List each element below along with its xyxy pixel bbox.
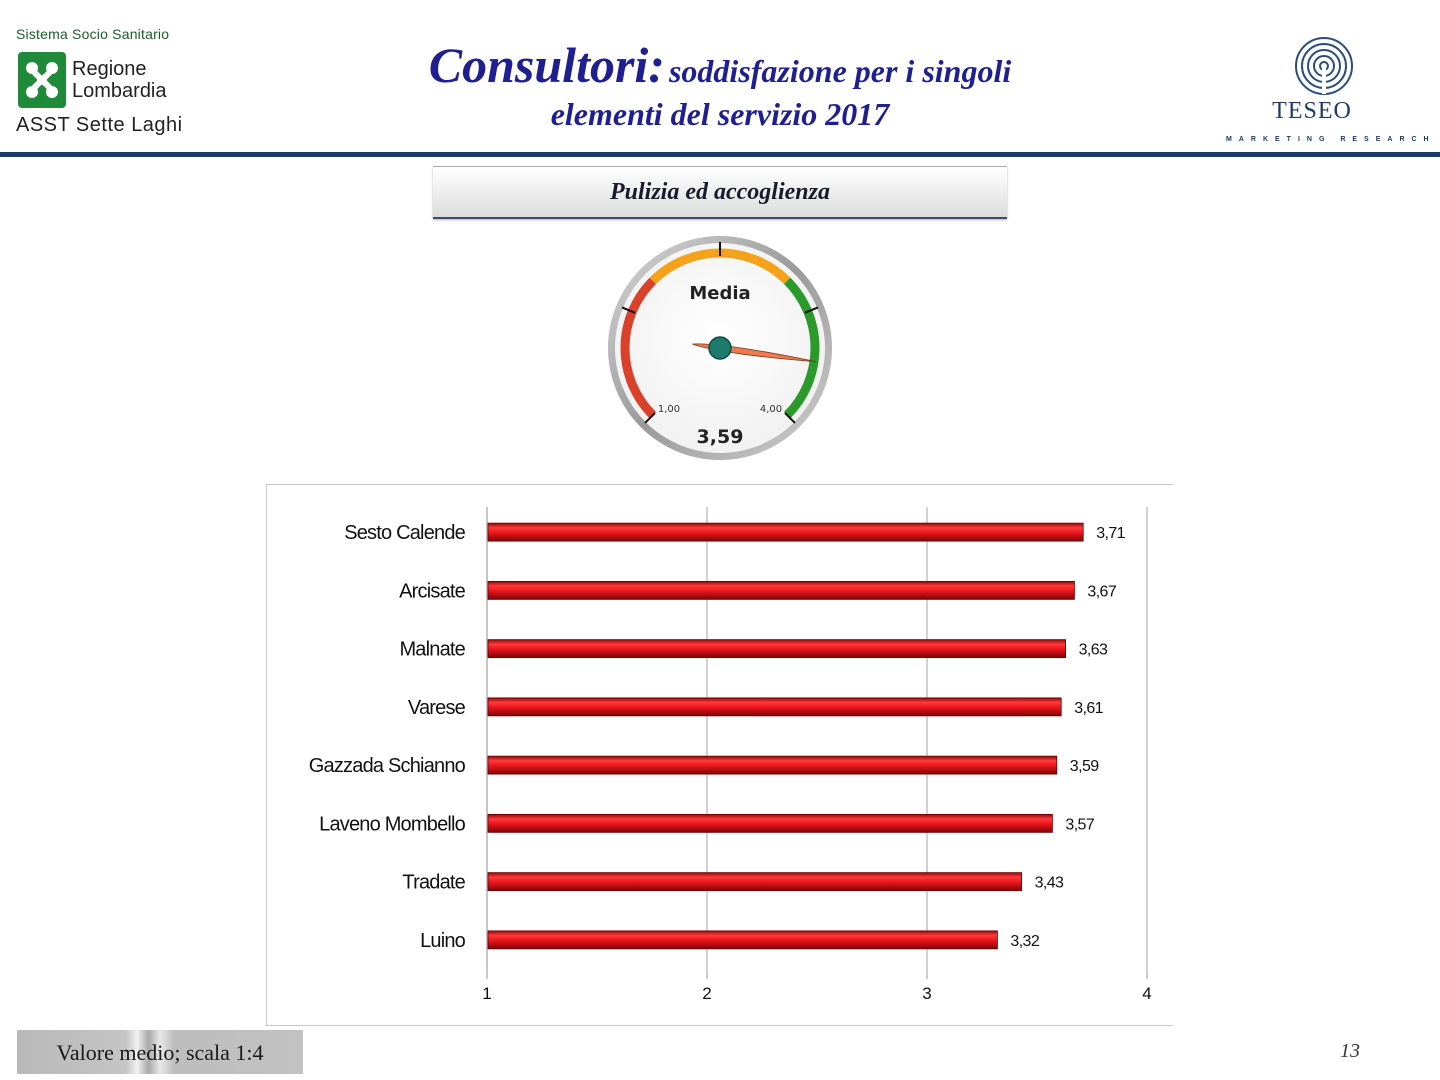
header-divider — [0, 152, 1440, 157]
data-label: 3,61 — [1074, 700, 1103, 717]
gauge-min-label: 1,00 — [658, 404, 680, 415]
category-label: Tradate — [402, 872, 465, 894]
footer-note: Valore medio; scala 1:4 — [17, 1030, 303, 1074]
data-label: 3,67 — [1087, 583, 1116, 600]
page-title: Consultori: soddisfazione per i singoli … — [300, 36, 1140, 133]
category-label: Varese — [408, 697, 466, 719]
gauge-tick — [784, 412, 796, 424]
category-label: Luino — [420, 930, 466, 952]
category-label: Malnate — [399, 639, 465, 661]
bar — [487, 813, 1053, 833]
category-label: Arcisate — [399, 580, 466, 602]
bar — [487, 930, 998, 950]
brand-tagline: MARKETING RESEARCH — [1226, 136, 1436, 143]
regione-lombardia-icon — [18, 52, 66, 108]
category-label: Gazzada Schianno — [309, 755, 466, 777]
bar — [487, 697, 1062, 717]
org-region: Regione Lombardia — [72, 58, 167, 102]
bar — [487, 872, 1022, 892]
gauge-arc-low — [620, 277, 657, 419]
x-tick-label: 4 — [1142, 984, 1151, 1003]
bar — [487, 580, 1075, 600]
data-label: 3,32 — [1010, 933, 1039, 950]
x-tick-label: 1 — [482, 984, 491, 1003]
average-gauge: Media 1,00 4,00 3,59 — [600, 228, 840, 468]
brand-name: TESEO — [1272, 98, 1352, 124]
title-main: Consultori: — [428, 37, 665, 93]
teseo-logo: TESEO MARKETING RESEARCH — [1222, 36, 1429, 148]
gauge-arc-high — [783, 277, 820, 419]
bar — [487, 522, 1084, 542]
org-asst-text: ASST Sette Laghi — [16, 114, 183, 136]
gauge-label: Media — [689, 283, 750, 304]
data-label: 3,71 — [1096, 525, 1125, 542]
title-line2: elementi del servizio 2017 — [550, 96, 890, 132]
org-region-line1: Regione — [72, 58, 147, 80]
bar — [487, 639, 1066, 659]
gauge-value-label: 3,59 — [697, 426, 744, 448]
gauge-tick — [804, 306, 819, 314]
org-region-line2: Lombardia — [72, 80, 167, 102]
gauge-svg: Media 1,00 4,00 3,59 — [608, 236, 832, 460]
bar-chart: 1 2 3 4 Sesto Calende 3,71 Arcisate 3,67 Malnate… — [266, 484, 1173, 1026]
section-title: Pulizia ed accoglienza — [433, 166, 1007, 219]
category-label: Laveno Mombello — [319, 813, 466, 835]
org-top-text: Sistema Socio Sanitario — [16, 26, 170, 42]
page-number: 13 — [1340, 1040, 1360, 1062]
gauge-hub — [708, 336, 732, 360]
bar — [487, 755, 1058, 775]
bar-chart-svg: 1 2 3 4 Sesto Calende 3,71 Arcisate 3,67 Malnate… — [309, 507, 1152, 1003]
gauge-tick — [644, 412, 656, 424]
labyrinth-icon — [1295, 37, 1353, 95]
asst-logo: Sistema Socio Sanitario Regione Lombardi… — [14, 22, 194, 142]
x-tick-label: 3 — [922, 984, 931, 1003]
data-label: 3,59 — [1070, 758, 1099, 775]
title-sub: soddisfazione per i singoli — [668, 53, 1012, 89]
gauge-tick — [621, 306, 636, 314]
data-label: 3,57 — [1065, 816, 1094, 833]
data-label: 3,63 — [1079, 642, 1108, 659]
category-label: Sesto Calende — [344, 522, 465, 544]
data-label: 3,43 — [1035, 875, 1064, 892]
gauge-max-label: 4,00 — [760, 404, 782, 415]
x-tick-label: 2 — [702, 984, 711, 1003]
